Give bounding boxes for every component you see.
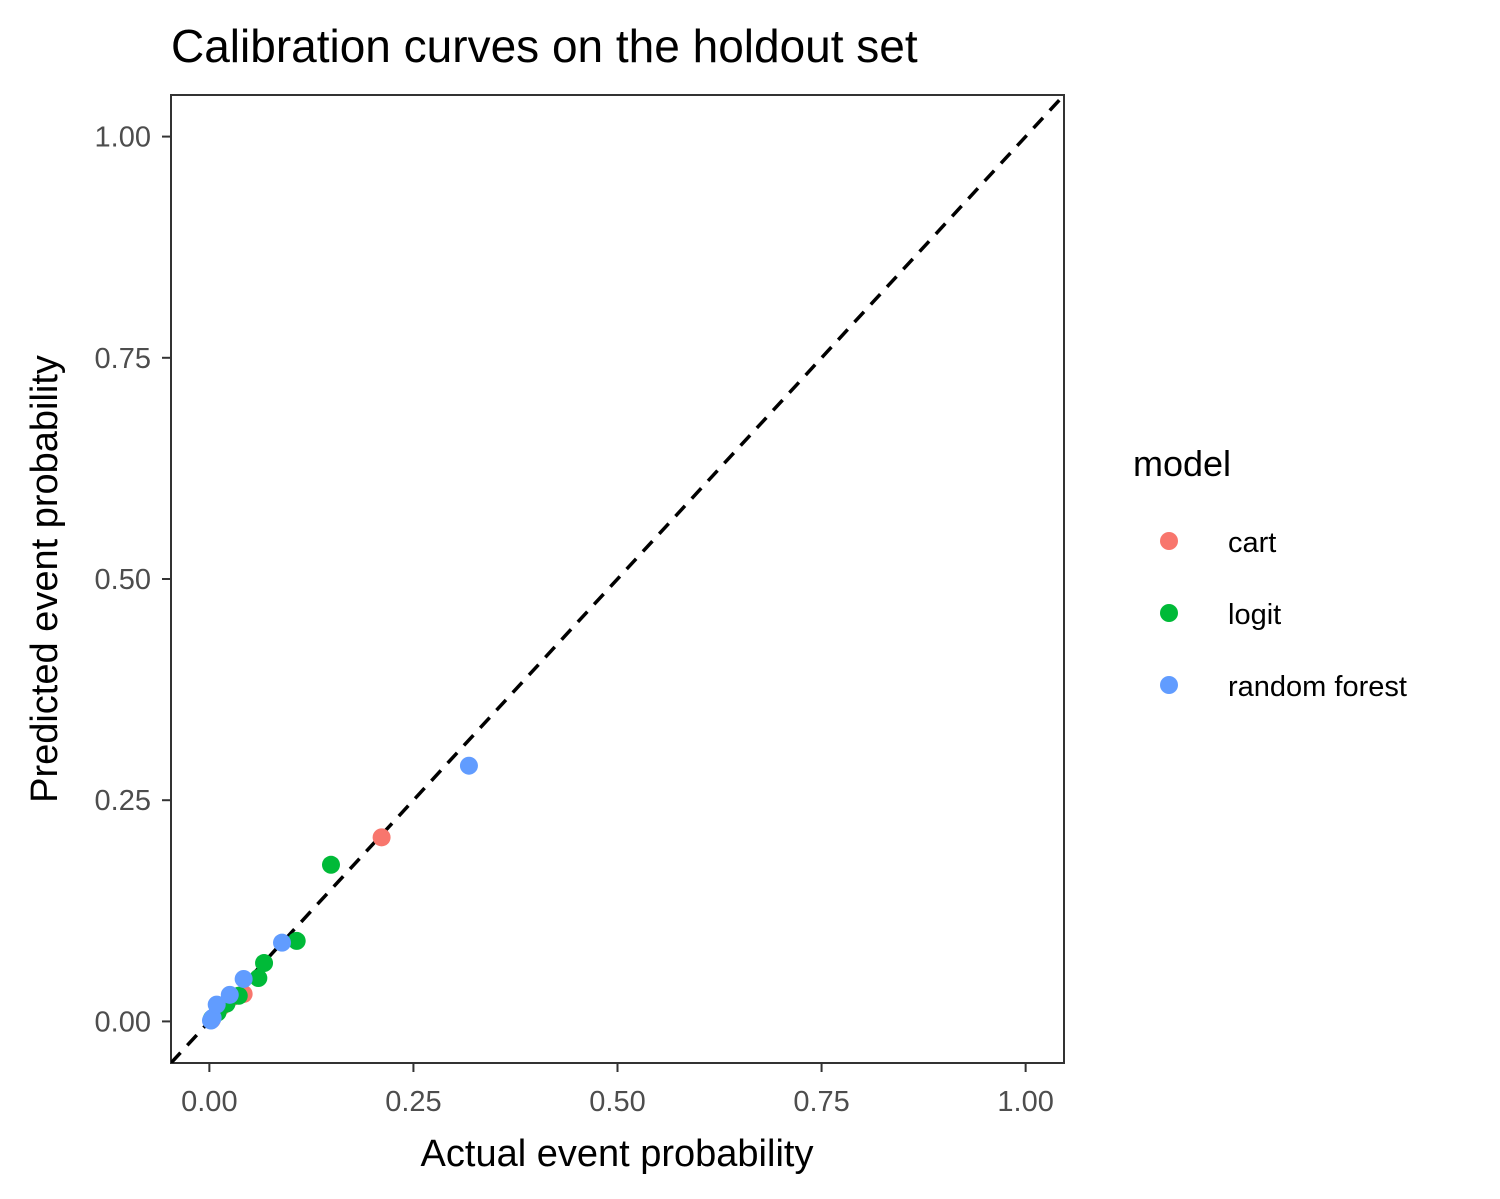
- point-logit: [287, 931, 306, 950]
- legend-title: model: [1133, 443, 1231, 484]
- legend-key-logit: [1160, 604, 1178, 622]
- x-tick-label: 1.00: [997, 1086, 1053, 1118]
- legend-label-random-forest: random forest: [1228, 671, 1407, 703]
- y-tick-label: 0.00: [95, 1006, 151, 1038]
- legend-label-logit: logit: [1228, 599, 1281, 631]
- point-random-forest: [459, 756, 478, 775]
- point-logit: [321, 855, 340, 874]
- x-axis: 0.00 0.25 0.50 0.75 1.00: [181, 1063, 1054, 1118]
- data-points-layer: [201, 756, 478, 1030]
- legend-key-cart: [1160, 532, 1178, 550]
- y-tick-label: 0.50: [95, 564, 151, 596]
- x-tick-label: 0.50: [589, 1086, 645, 1118]
- point-random-forest: [273, 933, 292, 952]
- legend: model cart logit random forest: [1133, 443, 1407, 703]
- x-tick-label: 0.75: [793, 1086, 849, 1118]
- y-tick-label: 1.00: [95, 122, 151, 154]
- legend-label-cart: cart: [1228, 527, 1276, 559]
- x-tick-label: 0.25: [385, 1086, 441, 1118]
- legend-key-random-forest: [1160, 676, 1178, 694]
- point-logit: [249, 969, 268, 988]
- point-random-forest: [234, 969, 253, 988]
- y-axis: 0.00 0.25 0.50 0.75 1.00: [95, 122, 171, 1038]
- point-logit: [255, 954, 274, 973]
- y-tick-label: 0.75: [95, 343, 151, 375]
- y-tick-label: 0.25: [95, 785, 151, 817]
- point-random-forest: [220, 985, 239, 1004]
- reference-line-layer: [171, 95, 1064, 1063]
- point-cart: [372, 828, 391, 847]
- identity-reference-line: [171, 95, 1064, 1063]
- y-axis-title: Predicted event probability: [24, 355, 66, 803]
- point-random-forest: [207, 995, 226, 1014]
- x-tick-label: 0.00: [181, 1086, 237, 1118]
- chart-title: Calibration curves on the holdout set: [171, 20, 918, 72]
- x-axis-title: Actual event probability: [421, 1133, 814, 1175]
